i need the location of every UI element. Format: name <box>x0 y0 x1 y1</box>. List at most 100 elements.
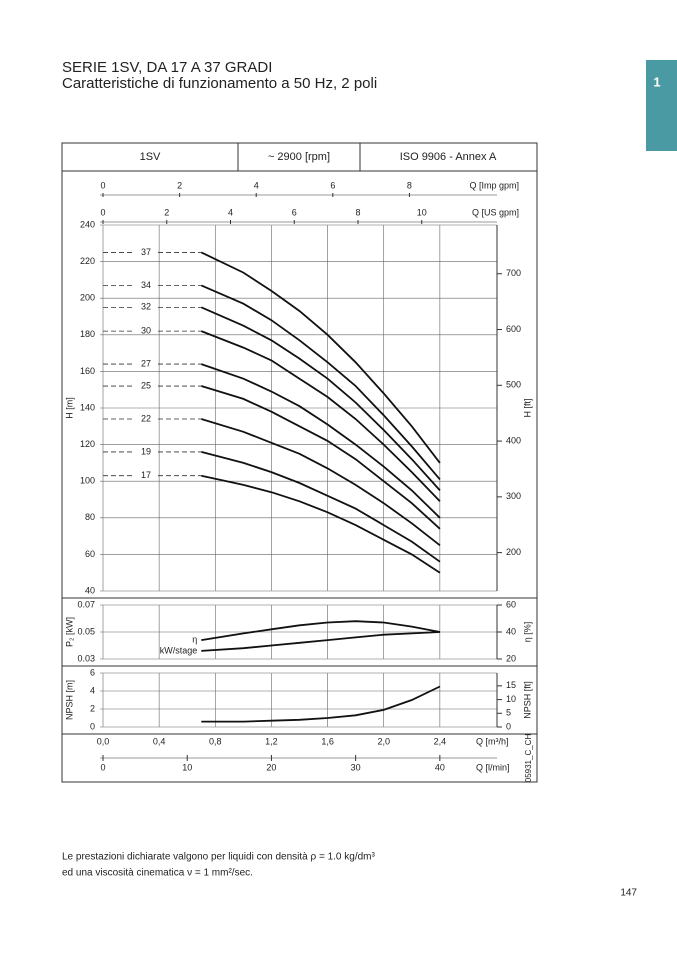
top-tick-label: 8 <box>355 207 360 217</box>
y2-tick-label: 400 <box>506 435 521 445</box>
bottom-tick-label: 0 <box>100 762 105 772</box>
y-tick-label: 6 <box>90 667 95 677</box>
series-label: 37 <box>141 247 151 257</box>
curve <box>201 474 441 574</box>
series-label: 32 <box>141 302 151 312</box>
y-tick-label: 240 <box>80 219 95 229</box>
y2-tick-label: 10 <box>506 694 516 704</box>
curve <box>200 251 441 464</box>
footnote: Le prestazioni dichiarate valgono per li… <box>62 852 375 863</box>
series-label: kW/stage <box>160 645 198 655</box>
top-tick-label: 6 <box>292 207 297 217</box>
y2-tick-label: 700 <box>506 268 521 278</box>
y-tick-label: 120 <box>80 439 95 449</box>
tab-number: 1 <box>653 74 660 89</box>
header-cell: ~ 2900 [rpm] <box>268 151 330 163</box>
y2-tick-label: 500 <box>506 380 521 390</box>
bottom-tick-label: 30 <box>351 762 361 772</box>
series-label: 17 <box>141 470 151 480</box>
y2-tick-label: 15 <box>506 680 516 690</box>
top-axis-label: Q [Imp gpm] <box>469 180 519 190</box>
top-tick-label: 4 <box>228 207 233 217</box>
y-axis-label: P₂ [kW] <box>64 617 74 647</box>
bottom-tick-label: 40 <box>435 762 445 772</box>
top-tick-label: 8 <box>407 180 412 190</box>
top-tick-label: 2 <box>177 180 182 190</box>
top-tick-label: 4 <box>254 180 259 190</box>
x-tick-label: 0,4 <box>153 736 166 746</box>
x-tick-label: 1,6 <box>321 736 334 746</box>
y-tick-label: 0.05 <box>77 626 95 636</box>
y-tick-label: 200 <box>80 293 95 303</box>
y2-tick-label: 0 <box>506 721 511 731</box>
subtitle: Caratteristiche di funzionamento a 50 Hz… <box>62 75 377 92</box>
x-tick-label: 0,8 <box>209 736 222 746</box>
tab <box>646 60 677 151</box>
top-tick-label: 2 <box>164 207 169 217</box>
y-tick-label: 80 <box>85 512 95 522</box>
y2-axis-label: H [ft] <box>522 398 532 417</box>
x-tick-label: 2,0 <box>377 736 390 746</box>
y-tick-label: 60 <box>85 549 95 559</box>
y-tick-label: 40 <box>85 585 95 595</box>
y-tick-label: 140 <box>80 402 95 412</box>
chart-code: 05931_C_CH <box>524 734 533 783</box>
y-tick-label: 0 <box>90 721 95 731</box>
top-axis-label: Q [US gpm] <box>472 207 519 217</box>
curve <box>201 631 440 652</box>
series-label: 19 <box>141 446 151 456</box>
bottom-tick-label: 10 <box>182 762 192 772</box>
header-cell: ISO 9906 - Annex A <box>400 151 497 163</box>
series-label: η <box>192 634 197 644</box>
chart-frame <box>61 142 538 783</box>
bottom-axis-label: Q [l/min] <box>476 762 510 772</box>
top-tick-label: 0 <box>100 180 105 190</box>
series-label: 34 <box>141 280 151 290</box>
y-tick-label: 4 <box>90 685 95 695</box>
curve <box>201 363 441 519</box>
x-tick-label: 2,4 <box>434 736 447 746</box>
curve <box>201 418 441 547</box>
y-tick-label: 100 <box>80 476 95 486</box>
page-number: 147 <box>620 888 637 899</box>
bottom-tick-label: 20 <box>266 762 276 772</box>
curve <box>201 451 441 563</box>
curve <box>200 284 441 480</box>
y-axis-label: H [m] <box>64 397 74 419</box>
x-axis-label: Q [m³/h] <box>476 736 509 746</box>
curve <box>200 330 441 502</box>
series-label: 25 <box>141 380 151 390</box>
curve <box>201 385 441 530</box>
series-label: 27 <box>141 358 151 368</box>
series-label: 30 <box>141 326 151 336</box>
y2-axis-label: NPSH [ft] <box>522 681 532 719</box>
footnote: ed una viscosità cinematica ν = 1 mm²/se… <box>62 868 253 879</box>
top-tick-label: 0 <box>100 207 105 217</box>
y2-tick-label: 600 <box>506 324 521 334</box>
y-tick-label: 0.03 <box>77 653 95 663</box>
y-tick-label: 180 <box>80 329 95 339</box>
y-tick-label: 220 <box>80 256 95 266</box>
title: SERIE 1SV, DA 17 A 37 GRADI <box>62 59 272 76</box>
y-axis-label: NPSH [m] <box>64 680 74 720</box>
x-tick-label: 1,2 <box>265 736 278 746</box>
y2-tick-label: 300 <box>506 491 521 501</box>
y2-tick-label: 200 <box>506 547 521 557</box>
curve <box>200 306 441 492</box>
y2-tick-label: 60 <box>506 599 516 609</box>
x-tick-label: 0,0 <box>97 736 110 746</box>
y-tick-label: 160 <box>80 366 95 376</box>
header-cell: 1SV <box>140 151 161 163</box>
curve <box>201 685 441 723</box>
top-tick-label: 6 <box>330 180 335 190</box>
y2-axis-label: η [%] <box>522 622 532 643</box>
top-tick-label: 10 <box>417 207 427 217</box>
y-tick-label: 2 <box>90 703 95 713</box>
series-label: 22 <box>141 413 151 423</box>
y2-tick-label: 40 <box>506 626 516 636</box>
curve <box>201 620 441 641</box>
y2-tick-label: 5 <box>506 708 511 718</box>
y-tick-label: 0.07 <box>77 599 95 609</box>
